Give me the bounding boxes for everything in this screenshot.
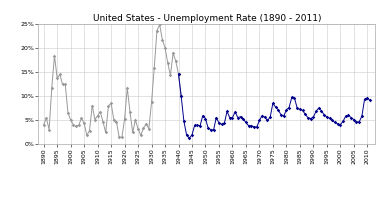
Estimated % Unemployment [128, 111, 132, 113]
Estimated % Unemployment [114, 121, 119, 123]
Estimated % Unemployment [106, 105, 111, 107]
% Unemployment [187, 137, 192, 139]
% Unemployment [225, 110, 229, 113]
Estimated % Unemployment [133, 119, 137, 121]
Estimated % Unemployment [157, 23, 162, 26]
Estimated % Unemployment [90, 104, 95, 107]
Estimated % Unemployment [41, 124, 46, 126]
% Unemployment [244, 121, 248, 124]
% Unemployment [300, 109, 305, 112]
% Unemployment [368, 99, 372, 102]
% Unemployment [287, 106, 291, 109]
% Unemployment [206, 127, 211, 129]
% Unemployment [176, 73, 181, 75]
Estimated % Unemployment [117, 136, 121, 138]
% Unemployment [308, 117, 313, 120]
Estimated % Unemployment [52, 54, 57, 57]
Estimated % Unemployment [179, 95, 183, 98]
Line: % Unemployment: % Unemployment [177, 73, 371, 139]
Title: United States - Unemployment Rate (1890 - 2011): United States - Unemployment Rate (1890 … [93, 14, 321, 23]
Line: Estimated % Unemployment: Estimated % Unemployment [43, 23, 182, 139]
